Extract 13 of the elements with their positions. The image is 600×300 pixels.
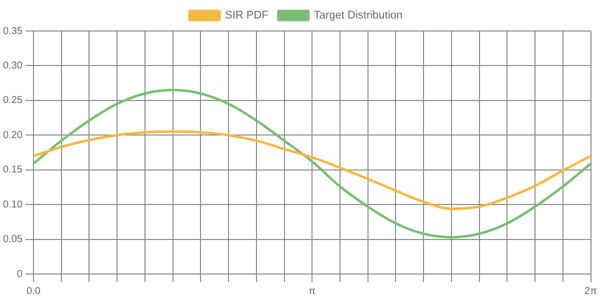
y-tick-label: 0 (16, 268, 23, 280)
y-tick-label: 0.30 (2, 60, 23, 72)
y-tick-label: 0.10 (2, 199, 23, 210)
y-tick-label: 0.05 (2, 234, 23, 246)
x-tick-label: 2π (584, 286, 598, 297)
x-tick-label: π (308, 286, 316, 297)
legend-label: Target Distribution (314, 10, 403, 22)
x-tick-label: 0.0 (26, 286, 41, 297)
y-tick-label: 0.15 (2, 164, 23, 176)
y-tick-label: 0.35 (2, 26, 23, 37)
y-tick-label: 0.25 (2, 95, 23, 106)
legend-label: SIR PDF (224, 10, 269, 22)
y-tick-label: 0.20 (2, 130, 23, 141)
